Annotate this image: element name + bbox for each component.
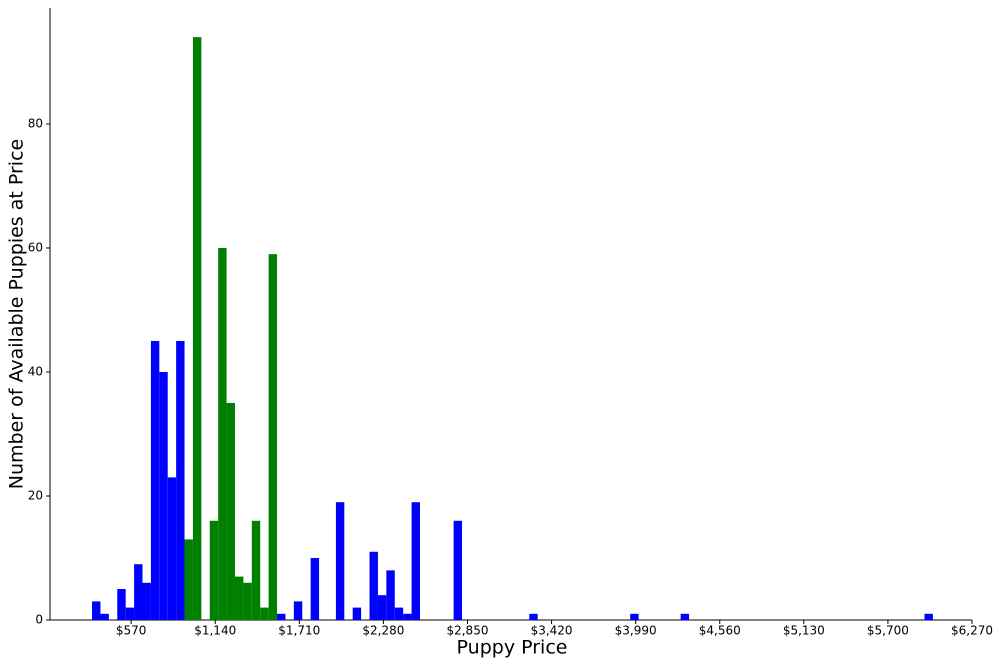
bar [352,607,362,620]
bar [150,340,160,620]
x-tick-label: $570 [116,624,147,638]
x-tick-label: $5,700 [867,624,909,638]
bar [394,607,404,620]
x-tick-label: $5,130 [783,624,825,638]
y-tick-label: 0 [35,613,43,627]
x-axis-title: Puppy Price [457,637,568,659]
y-tick-label: 40 [28,364,43,378]
x-tick-label: $3,990 [615,624,657,638]
bar [268,254,278,621]
bar [125,607,135,620]
bar [680,613,690,620]
bar [209,520,219,620]
bar [92,601,101,620]
bar [924,613,933,620]
bar [277,613,286,620]
y-tick-label: 60 [28,240,43,254]
x-tick-label: $1,140 [194,624,236,638]
bar [453,520,463,620]
bar [403,613,412,620]
bar [243,582,252,620]
y-tick-label: 80 [28,116,43,130]
x-tick-label: $4,560 [699,624,741,638]
bar [142,582,151,620]
bar [176,340,185,620]
bar [100,613,109,620]
bar [117,588,126,620]
bar [184,539,193,620]
bar [167,477,177,620]
x-tick-label: $1,710 [278,624,320,638]
y-axis-title: Number of Available Puppies at Price [6,139,28,489]
bar [260,607,269,620]
bar [411,502,420,620]
bar [630,613,639,620]
bar [529,613,538,620]
bar [335,502,345,620]
x-tick-label: $6,270 [951,624,993,638]
bar [192,37,202,620]
bar [134,564,143,620]
bar [234,576,244,620]
bar [159,371,168,620]
y-tick-label: 20 [28,488,43,502]
bar [377,595,387,620]
bar [218,247,227,620]
bar [251,520,261,620]
bar [310,557,320,620]
bar [369,551,378,620]
bar [226,402,235,620]
x-tick-label: $3,420 [531,624,573,638]
x-tick-label: $2,280 [362,624,404,638]
bar [293,601,303,620]
x-tick-label: $2,850 [446,624,488,638]
bar [386,570,395,620]
